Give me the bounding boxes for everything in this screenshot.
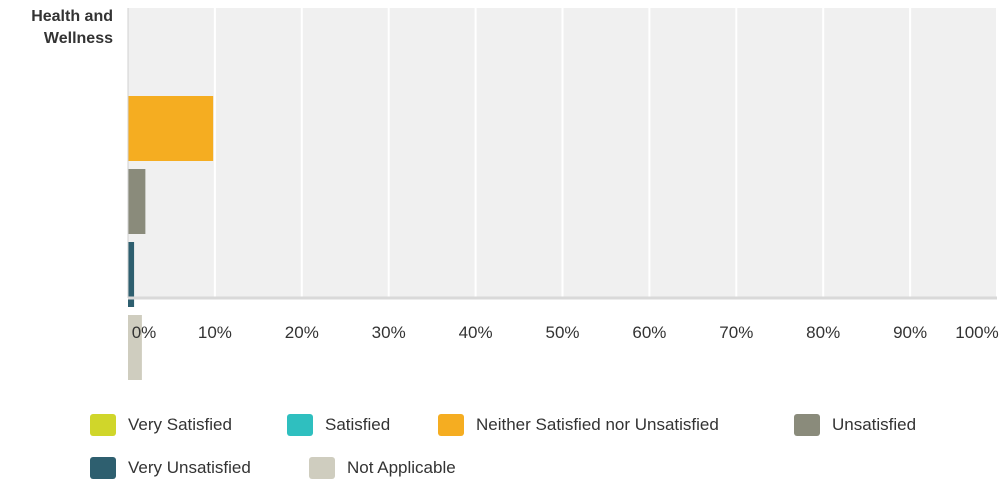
legend-label: Satisfied (325, 415, 391, 434)
legend-swatch (309, 457, 335, 479)
bar-not-applicable[interactable] (128, 315, 142, 380)
x-tick-label: 90% (893, 323, 927, 342)
legend-label: Very Unsatisfied (128, 458, 251, 477)
bar-very-unsatisfied[interactable] (128, 242, 135, 307)
x-axis-ticks: 0% 10% 20% 30% 40% 50% 60% 70% 80% 90% 100% (132, 323, 999, 342)
legend-label: Neither Satisfied nor Unsatisfied (476, 415, 719, 434)
legend-label: Very Satisfied (128, 415, 232, 434)
x-tick-label: 40% (459, 323, 493, 342)
bar-unsatisfied[interactable] (128, 169, 146, 234)
legend-swatch (794, 414, 820, 436)
bars (128, 96, 214, 380)
bar-neither-satisfied-nor-unsatisfied[interactable] (128, 96, 214, 161)
legend-item-satisfied[interactable]: Satisfied (287, 414, 390, 436)
category-label: Health and Wellness (31, 8, 113, 47)
legend-swatch (438, 414, 464, 436)
x-tick-label: 80% (806, 323, 840, 342)
legend-item-unsatisfied[interactable]: Unsatisfied (794, 414, 916, 436)
legend-item-very-satisfied[interactable]: Very Satisfied (90, 414, 232, 436)
x-tick-label: 10% (198, 323, 232, 342)
x-tick-label: 100% (955, 323, 998, 342)
x-tick-label: 70% (719, 323, 753, 342)
legend-label: Unsatisfied (832, 415, 917, 434)
x-tick-label: 60% (632, 323, 666, 342)
legend-label: Not Applicable (347, 458, 456, 477)
legend-item-very-unsatisfied[interactable]: Very Unsatisfied (90, 457, 251, 479)
x-tick-label: 50% (545, 323, 579, 342)
grid-lines (213, 8, 998, 298)
x-tick-label: 0% (132, 323, 157, 342)
x-tick-label: 20% (285, 323, 319, 342)
legend-swatch (90, 414, 116, 436)
x-tick-label: 30% (372, 323, 406, 342)
legend-item-not-applicable[interactable]: Not Applicable (309, 457, 456, 479)
legend-swatch (90, 457, 116, 479)
legend-swatch (287, 414, 313, 436)
legend-item-neither-satisfied-nor-unsatisfied[interactable]: Neither Satisfied nor Unsatisfied (438, 414, 719, 436)
